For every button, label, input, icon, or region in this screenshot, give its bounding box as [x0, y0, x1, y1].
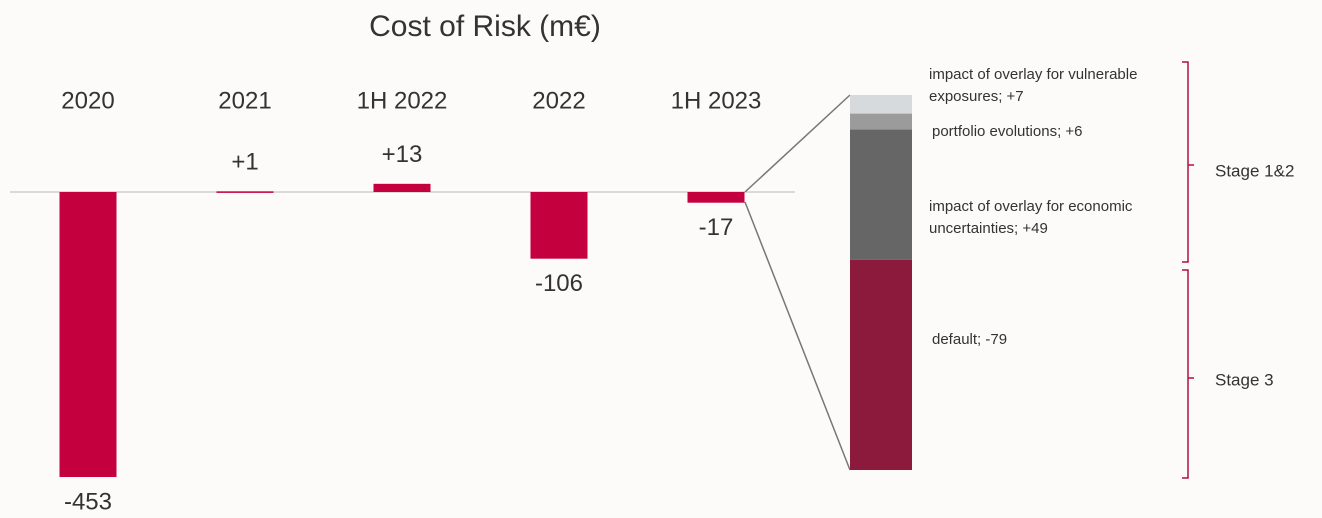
segment-label: default; -79: [932, 331, 1008, 348]
segment-label: impact of overlay for vulnerable exposur…: [929, 66, 1138, 105]
segment: [850, 259, 912, 470]
segment: [850, 95, 912, 114]
chart-title: Cost of Risk (m€): [369, 10, 601, 43]
group-label: Stage 3: [1215, 370, 1274, 389]
group-label: Stage 1&2: [1215, 161, 1294, 180]
category-label: 1H 2022: [357, 87, 448, 114]
value-label: +1: [231, 149, 258, 176]
bar: [373, 183, 431, 192]
brace: [1182, 61, 1194, 263]
bar: [216, 191, 274, 193]
bar: [530, 192, 588, 259]
category-label: 1H 2023: [671, 87, 762, 114]
category-label: 2021: [218, 87, 271, 114]
bar: [59, 192, 117, 477]
category-label: 2020: [61, 87, 114, 114]
value-label: -453: [64, 488, 112, 515]
connector: [744, 201, 851, 471]
brace: [1182, 269, 1194, 479]
bar: [687, 192, 745, 203]
value-label: +13: [382, 141, 423, 168]
value-label: -106: [535, 270, 583, 297]
segment-label: portfolio evolutions; +6: [932, 123, 1083, 140]
segment: [850, 113, 912, 130]
connector: [744, 94, 851, 193]
segment: [850, 129, 912, 260]
segment-label: impact of overlay for economic uncertain…: [929, 198, 1133, 237]
category-label: 2022: [532, 87, 585, 114]
value-label: -17: [699, 214, 734, 241]
